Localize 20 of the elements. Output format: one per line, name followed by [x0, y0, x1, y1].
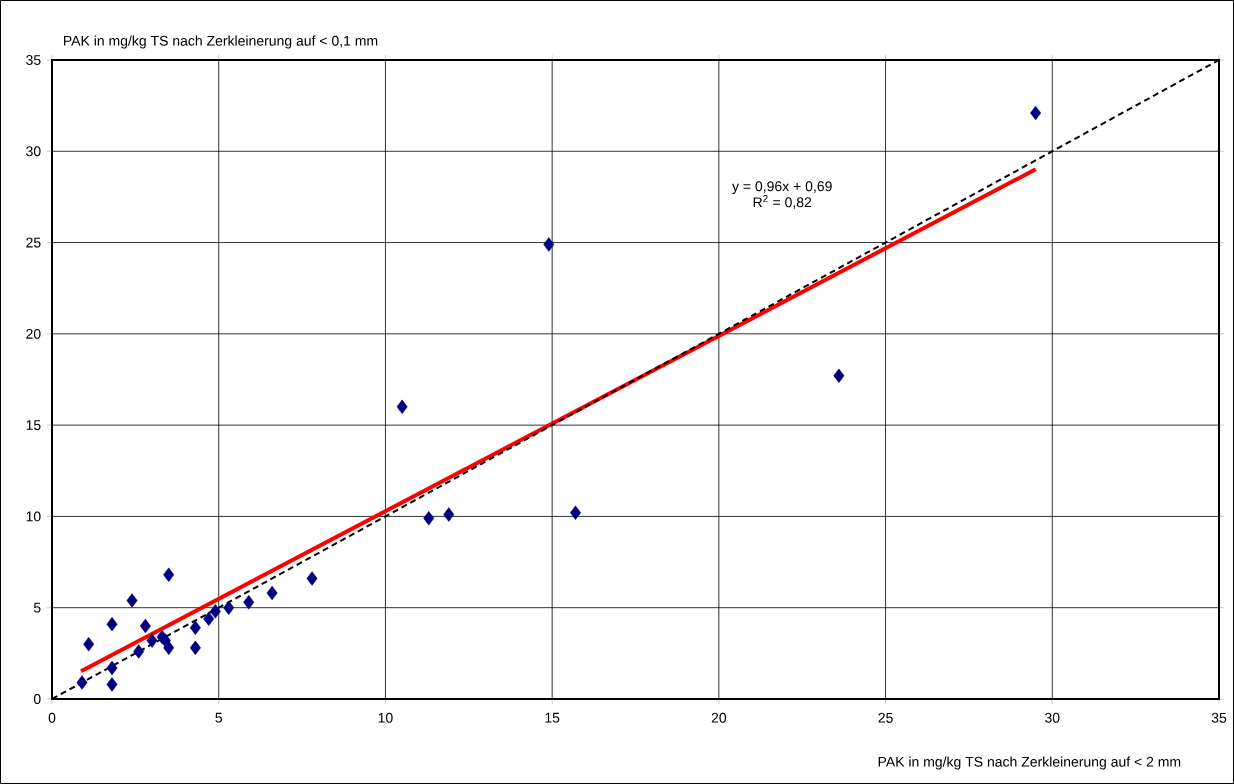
- y-tick-label: 0: [33, 694, 41, 704]
- x-axis-title: PAK in mg/kg TS nach Zerkleinerung auf < 2 mm: [878, 756, 1181, 770]
- y-tick-label: 25: [26, 237, 41, 248]
- x-tick-label: 0: [48, 712, 56, 723]
- y-axis-title: PAK in mg/kg TS nach Zerkleinerung auf < 0,1 mm: [64, 35, 378, 49]
- x-tick-label: 25: [878, 712, 893, 723]
- x-tick-label: 35: [1211, 712, 1227, 723]
- y-tick-label: 10: [26, 511, 41, 522]
- y-tick-label: 35: [26, 55, 41, 65]
- annotation: y = 0,96x + 0,69: [732, 181, 832, 194]
- x-tick-label: 30: [1045, 712, 1060, 723]
- y-tick-label: 20: [26, 328, 41, 339]
- y-tick-label: 15: [26, 420, 41, 431]
- annotation: R$^{2}$ = 0,82: [753, 195, 812, 209]
- x-tick-label: 15: [545, 712, 560, 723]
- x-tick-label: 5: [215, 712, 223, 723]
- y-tick-label: 30: [26, 146, 41, 157]
- x-tick-label: 10: [378, 712, 393, 723]
- y-tick-label: 5: [33, 602, 41, 613]
- x-tick-label: 20: [711, 712, 727, 723]
